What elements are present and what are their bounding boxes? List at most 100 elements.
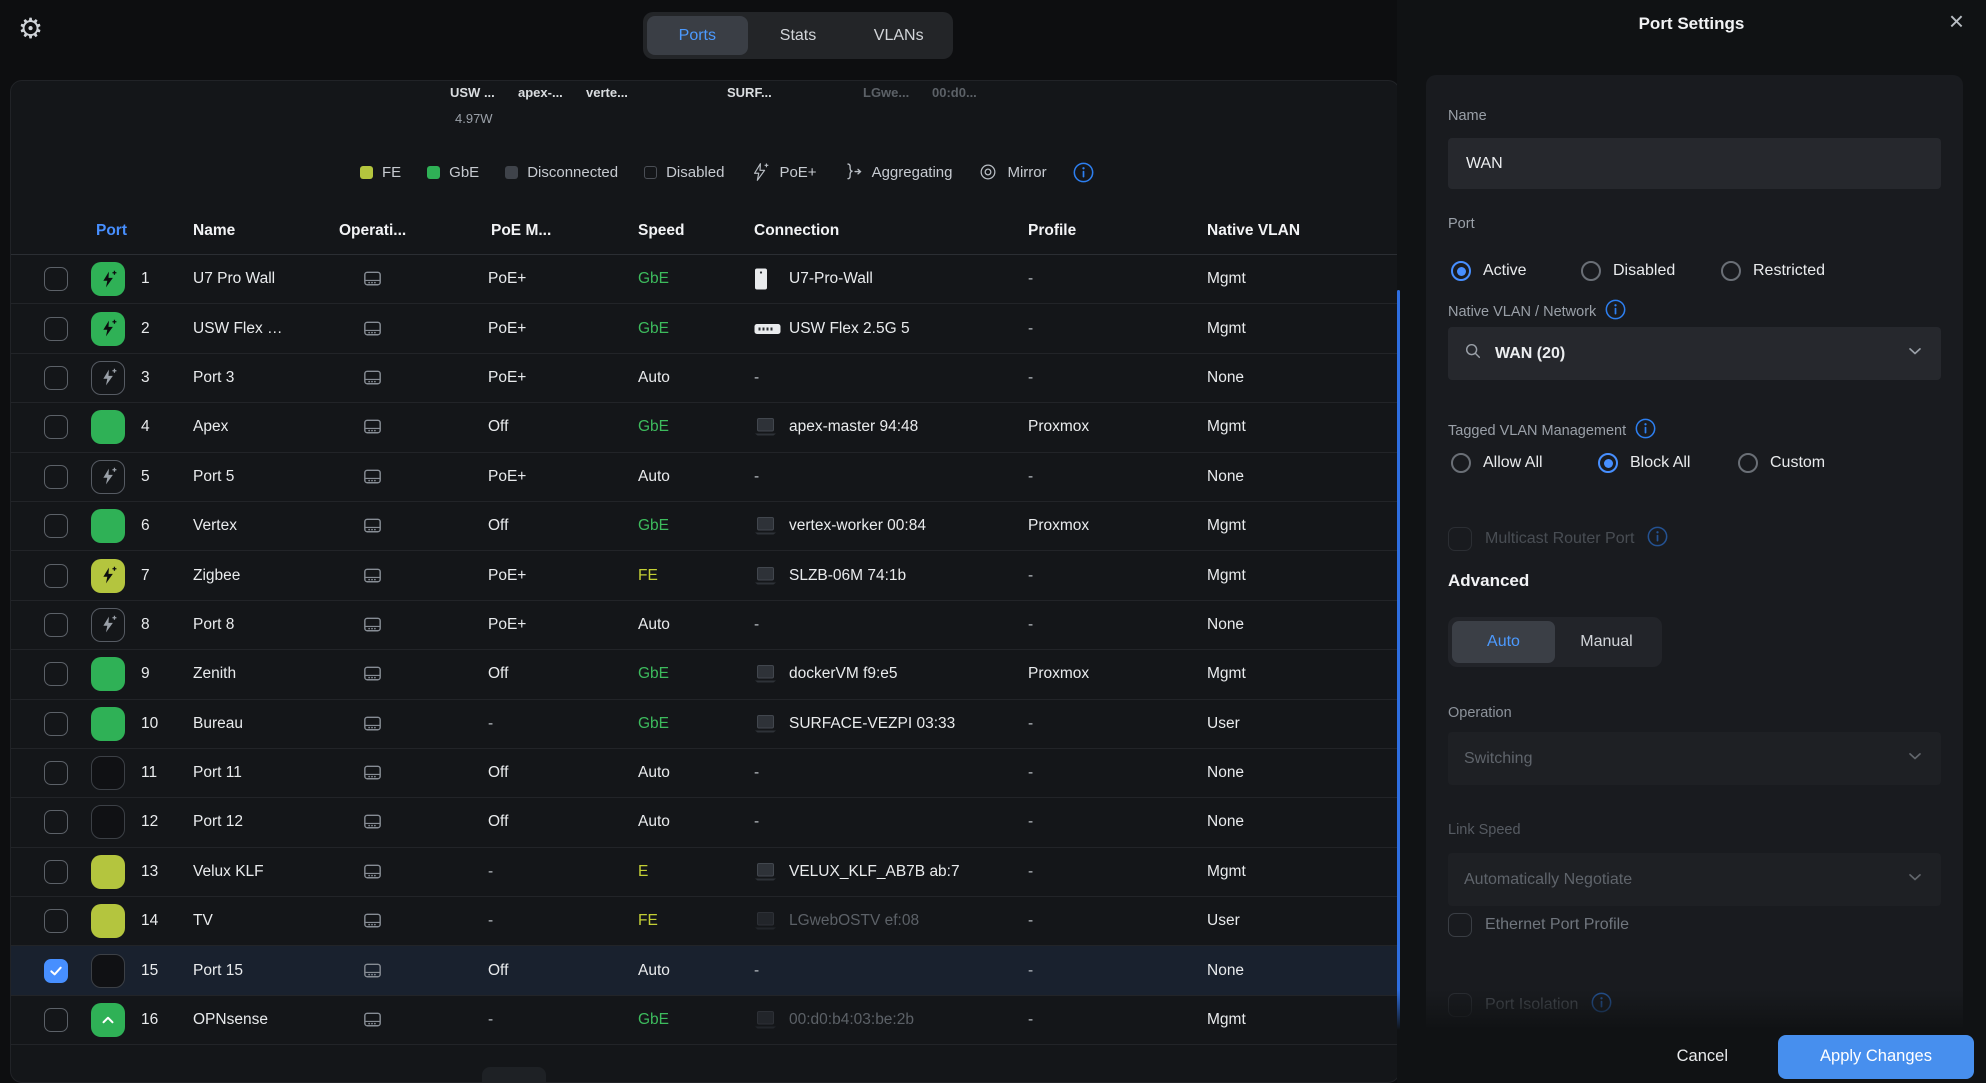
row-checkbox[interactable] — [44, 1008, 68, 1033]
operation-icon — [361, 762, 384, 785]
native-vlan-label: Native VLAN / Network — [1448, 299, 1626, 324]
row-checkbox[interactable] — [44, 958, 68, 983]
row-checkbox[interactable] — [44, 810, 68, 835]
pagination-button[interactable] — [482, 1067, 546, 1082]
speed-value: Auto — [638, 764, 670, 782]
cancel-button[interactable]: Cancel — [1671, 1046, 1734, 1067]
column-header-speed[interactable]: Speed — [638, 222, 685, 239]
column-header-operati[interactable]: Operati... — [339, 222, 407, 239]
checkbox[interactable] — [1448, 527, 1472, 551]
tagged-vlan-label-text: Tagged VLAN Management — [1448, 422, 1627, 439]
radio-label: Allow All — [1483, 454, 1543, 471]
row-checkbox[interactable] — [44, 415, 68, 440]
operation-icon — [361, 663, 384, 686]
table-row[interactable]: 14 TV - FE LGwebOSTV ef:08 - User — [11, 897, 1399, 947]
table-row[interactable]: 5 Port 5 PoE+ Auto - - None — [11, 453, 1399, 502]
checkbox[interactable] — [1448, 913, 1472, 937]
tagged-vlan-block-all[interactable]: Block All — [1598, 453, 1690, 473]
chevron-down-icon — [1905, 746, 1925, 771]
profile-value: - — [1028, 368, 1034, 386]
row-checkbox[interactable] — [44, 563, 68, 588]
table-row[interactable]: 11 Port 11 Off Auto - - None — [11, 749, 1399, 799]
row-checkbox[interactable] — [44, 711, 68, 736]
radio-button[interactable] — [1451, 453, 1471, 473]
tab-vlans[interactable]: VLANs — [873, 26, 924, 44]
table-row[interactable]: 16 OPNsense - GbE 00:d0:b4:03:be:2b - Mgmt — [11, 996, 1399, 1046]
poe-mode: PoE+ — [488, 467, 527, 485]
port-status-icon — [91, 558, 125, 593]
radio-button[interactable] — [1581, 261, 1601, 281]
tab-ports[interactable]: Ports — [647, 16, 748, 55]
row-checkbox[interactable] — [44, 365, 68, 390]
operation-icon — [361, 860, 384, 883]
table-row[interactable]: 6 Vertex Off GbE vertex-worker 00:84 Proxmox M… — [11, 502, 1399, 552]
radio-button[interactable] — [1598, 453, 1618, 473]
close-icon[interactable]: × — [1948, 6, 1964, 36]
tagged-vlan-allow-all[interactable]: Allow All — [1451, 453, 1543, 473]
info-icon[interactable] — [1635, 418, 1656, 443]
radio-button[interactable] — [1721, 261, 1741, 281]
operation-dropdown[interactable]: Switching — [1448, 732, 1941, 785]
port-state-restricted[interactable]: Restricted — [1721, 261, 1825, 281]
table-row[interactable]: 7 Zigbee PoE+ FE SLZB-06M 74:1b - Mgmt — [11, 551, 1399, 601]
port-state-active[interactable]: Active — [1451, 261, 1527, 281]
port-status-icon — [91, 459, 125, 494]
table-row[interactable]: 13 Velux KLF - E VELUX_KLF_AB7B ab:7 - Mgmt — [11, 848, 1399, 898]
column-header-port[interactable]: Port — [96, 222, 127, 239]
apply-changes-button[interactable]: Apply Changes — [1778, 1034, 1974, 1079]
row-checkbox[interactable] — [44, 612, 68, 637]
column-header-name[interactable]: Name — [193, 222, 236, 239]
row-checkbox[interactable] — [44, 514, 68, 539]
toggle-auto[interactable]: Auto — [1452, 621, 1555, 663]
column-header-poe-m[interactable]: PoE M... — [491, 222, 552, 239]
device-label: apex-... — [518, 85, 563, 100]
multicast-router-port-checkbox-row[interactable]: Multicast Router Port — [1448, 526, 1668, 552]
radio-button[interactable] — [1451, 261, 1471, 281]
column-header-native-vlan[interactable]: Native VLAN — [1207, 222, 1301, 239]
row-checkbox[interactable] — [44, 761, 68, 786]
table-row[interactable]: 1 U7 Pro Wall PoE+ GbE U7-Pro-Wall - Mgmt — [11, 255, 1399, 305]
toggle-manual[interactable]: Manual — [1580, 633, 1633, 650]
link-speed-dropdown[interactable]: Automatically Negotiate — [1448, 853, 1941, 906]
port-number: 16 — [141, 1011, 159, 1029]
column-header-connection[interactable]: Connection — [754, 222, 840, 239]
client-device-icon — [754, 862, 777, 881]
panel-scrollbar[interactable] — [1397, 290, 1400, 1083]
chevron-down-icon — [1905, 341, 1925, 366]
native-vlan-value: Mgmt — [1207, 319, 1246, 337]
legend-item[interactable] — [1073, 162, 1094, 183]
row-checkbox[interactable] — [44, 316, 68, 341]
table-row[interactable]: 10 Bureau - GbE SURFACE-VEZPI 03:33 - User — [11, 700, 1399, 749]
native-vlan-dropdown[interactable]: WAN (20) — [1448, 327, 1941, 380]
row-checkbox[interactable] — [44, 267, 68, 292]
settings-gear-icon[interactable]: ⚙ — [18, 13, 44, 44]
native-vlan-value: Mgmt — [1207, 862, 1246, 880]
native-vlan-value: WAN (20) — [1495, 344, 1566, 362]
table-row[interactable]: 3 Port 3 PoE+ Auto - - None — [11, 354, 1399, 404]
table-row[interactable]: 8 Port 8 PoE+ Auto - - None — [11, 601, 1399, 651]
column-header-profile[interactable]: Profile — [1028, 222, 1077, 239]
tagged-vlan-custom[interactable]: Custom — [1738, 453, 1825, 473]
port-state-disabled[interactable]: Disabled — [1581, 261, 1675, 281]
table-row[interactable]: 9 Zenith Off GbE dockerVM f9:e5 Proxmox Mgmt — [11, 650, 1399, 700]
row-checkbox[interactable] — [44, 859, 68, 884]
device-label: verte... — [586, 85, 628, 100]
table-row[interactable]: 15 Port 15 Off Auto - - None — [11, 946, 1399, 996]
table-row[interactable]: 2 USW Flex … PoE+ GbE USW Flex 2.5G 5 - Mgmt — [11, 304, 1399, 354]
info-icon[interactable] — [1647, 526, 1668, 552]
radio-label: Disabled — [1613, 262, 1676, 279]
row-checkbox[interactable] — [44, 909, 68, 934]
table-row[interactable]: 12 Port 12 Off Auto - - None — [11, 798, 1399, 848]
tab-stats[interactable]: Stats — [779, 26, 817, 44]
ethernet-port-profile-checkbox-row[interactable]: Ethernet Port Profile — [1448, 913, 1629, 937]
row-checkbox[interactable] — [44, 662, 68, 687]
client-device-icon — [754, 566, 777, 585]
radio-button[interactable] — [1738, 453, 1758, 473]
legend-item: Aggregating — [843, 162, 952, 182]
row-checkbox[interactable] — [44, 464, 68, 489]
speed-value: E — [638, 862, 649, 880]
table-row[interactable]: 4 Apex Off GbE apex-master 94:48 Proxmox Mgmt — [11, 403, 1399, 453]
port-name-input[interactable] — [1448, 138, 1941, 189]
speed-value: Auto — [638, 368, 670, 386]
info-icon[interactable] — [1605, 299, 1626, 324]
